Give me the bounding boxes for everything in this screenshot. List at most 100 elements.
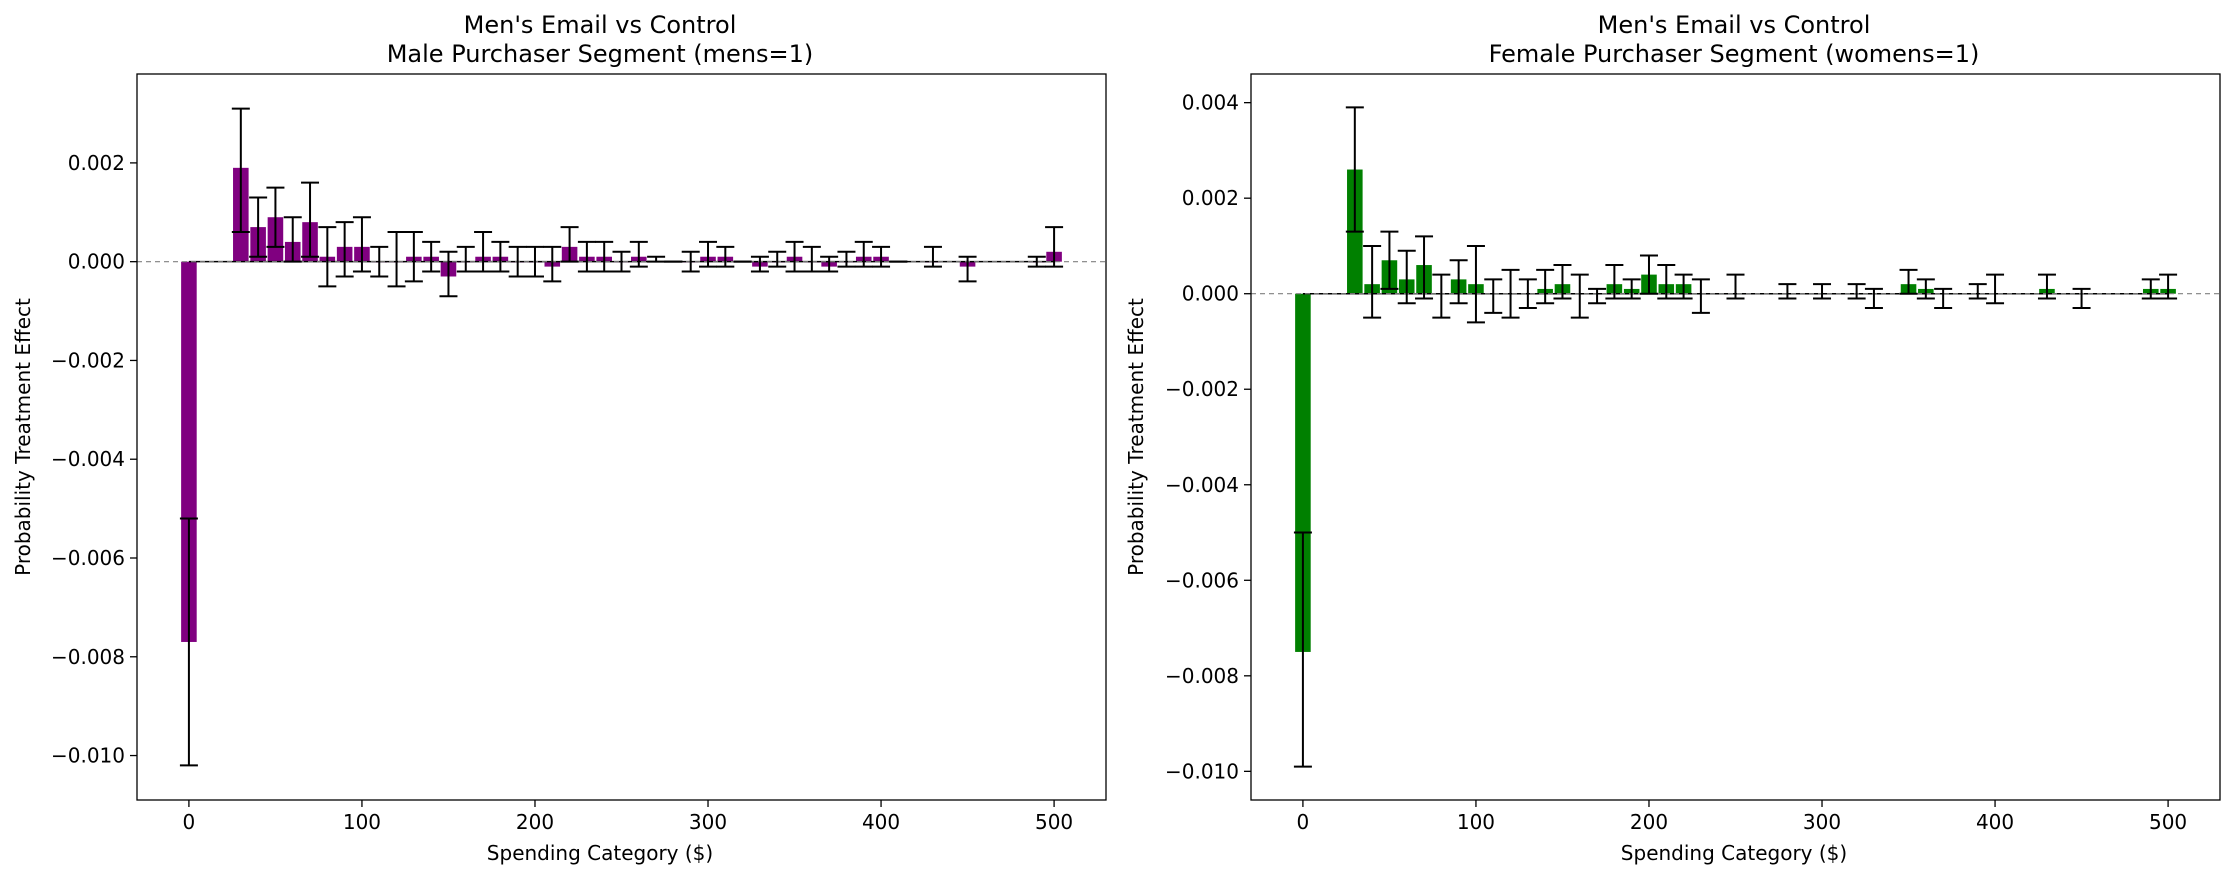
error-bar [491,240,510,273]
error-bar [1622,278,1641,300]
error-bar [352,216,371,273]
error-bar [560,226,579,263]
error-bar [301,181,320,258]
error-bar [1449,259,1468,305]
error-bar [543,245,562,283]
error-bar [1968,283,1987,300]
y-tick-label: −0.002 [1165,377,1239,401]
x-tick-label: 500 [1035,810,1073,834]
error-bar [318,226,337,288]
error-bar [1813,283,1832,300]
error-bar [1027,255,1046,268]
error-bar [820,255,839,273]
error-bar [750,255,769,273]
chart-title: Men's Email vs Control [1598,11,1871,39]
error-bar [525,245,544,278]
error-bar [2037,273,2056,300]
y-tick-label: −0.004 [1165,473,1239,497]
error-bar [1605,264,1624,300]
error-bar [1501,268,1520,319]
error-bar [179,517,198,767]
error-bar [1397,249,1416,305]
error-bar [456,245,475,273]
x-axis-label: Spending Category ($) [1621,841,1847,865]
y-tick-label: 0.002 [1182,186,1239,210]
error-bar [439,250,458,298]
error-bar [1691,278,1710,314]
error-bar [1570,273,1589,319]
error-bar [1934,287,1953,310]
error-bar [1484,278,1503,314]
error-bar [768,250,787,268]
chart-panel-female: Men's Email vs Control Female Purchaser … [1124,11,2221,865]
error-bar [802,245,821,273]
y-tick-label: −0.008 [51,645,125,669]
chart-panel-male: Men's Email vs Control Male Purchaser Se… [11,11,1107,865]
x-tick-label: 0 [1297,810,1310,834]
error-bar [923,245,942,268]
x-tick-label: 500 [2149,810,2187,834]
error-bar [1899,268,1918,295]
error-bar [647,255,666,263]
error-bar [249,196,268,258]
error-bar [837,250,856,268]
error-bar [1466,244,1485,324]
error-bar [1536,268,1555,305]
error-bar [958,255,977,283]
error-bar [2141,278,2160,300]
error-bar [1363,244,1382,319]
error-bar [1045,226,1064,268]
bar [1295,293,1311,652]
error-bar [404,231,423,283]
chart-title: Men's Email vs Control [464,11,737,39]
x-axis-label: Spending Category ($) [487,841,713,865]
error-bar [231,107,250,234]
error-bar [1674,273,1693,300]
error-bar [595,240,614,273]
error-bar [387,231,406,288]
error-bar [1380,230,1399,290]
error-bar [612,250,631,273]
error-bar [1639,254,1658,295]
x-tick-label: 400 [862,810,900,834]
x-tick-label: 0 [183,810,196,834]
error-bar [1588,287,1607,305]
axes-frame [136,73,1107,801]
error-bar [474,231,493,273]
error-bar [699,240,718,268]
error-bar [1726,273,1745,300]
x-tick-label: 200 [1630,810,1668,834]
error-bar [577,240,596,273]
y-tick-label: −0.008 [1165,664,1239,688]
error-bar [422,240,441,273]
bar [181,261,197,642]
x-tick-label: 100 [343,810,381,834]
y-tick-label: 0.000 [1182,282,1239,306]
error-bar [508,245,527,278]
y-tick-label: −0.002 [51,348,125,372]
error-bar [370,245,389,278]
error-bar [1345,106,1364,233]
error-bar [1847,283,1866,300]
error-bar [1864,287,1883,310]
plot-area: 0 100 200 300 400 500 −0.010 −0.008 −0.006 −0.004… [51,73,1107,834]
chart-subtitle: Female Purchaser Segment (womens=1) [1489,40,1980,68]
x-tick-label: 200 [516,810,554,834]
error-bar [1415,235,1434,300]
error-bar [2072,287,2091,310]
error-bar [283,216,302,263]
y-tick-label: 0.000 [68,250,125,274]
y-axis-label: Probability Treatment Effect [1124,298,1148,576]
error-bar [335,221,354,278]
error-bar [716,245,735,268]
x-tick-label: 400 [1976,810,2014,834]
error-bar [1986,273,2005,305]
error-bar [1518,278,1537,310]
y-tick-label: −0.010 [51,744,125,768]
error-bar [1553,264,1572,300]
plot-area: 0 100 200 300 400 500 −0.010 −0.008 −0.006 −0.004… [1165,73,2221,834]
error-bar [266,186,285,248]
y-tick-label: 0.002 [68,151,125,175]
